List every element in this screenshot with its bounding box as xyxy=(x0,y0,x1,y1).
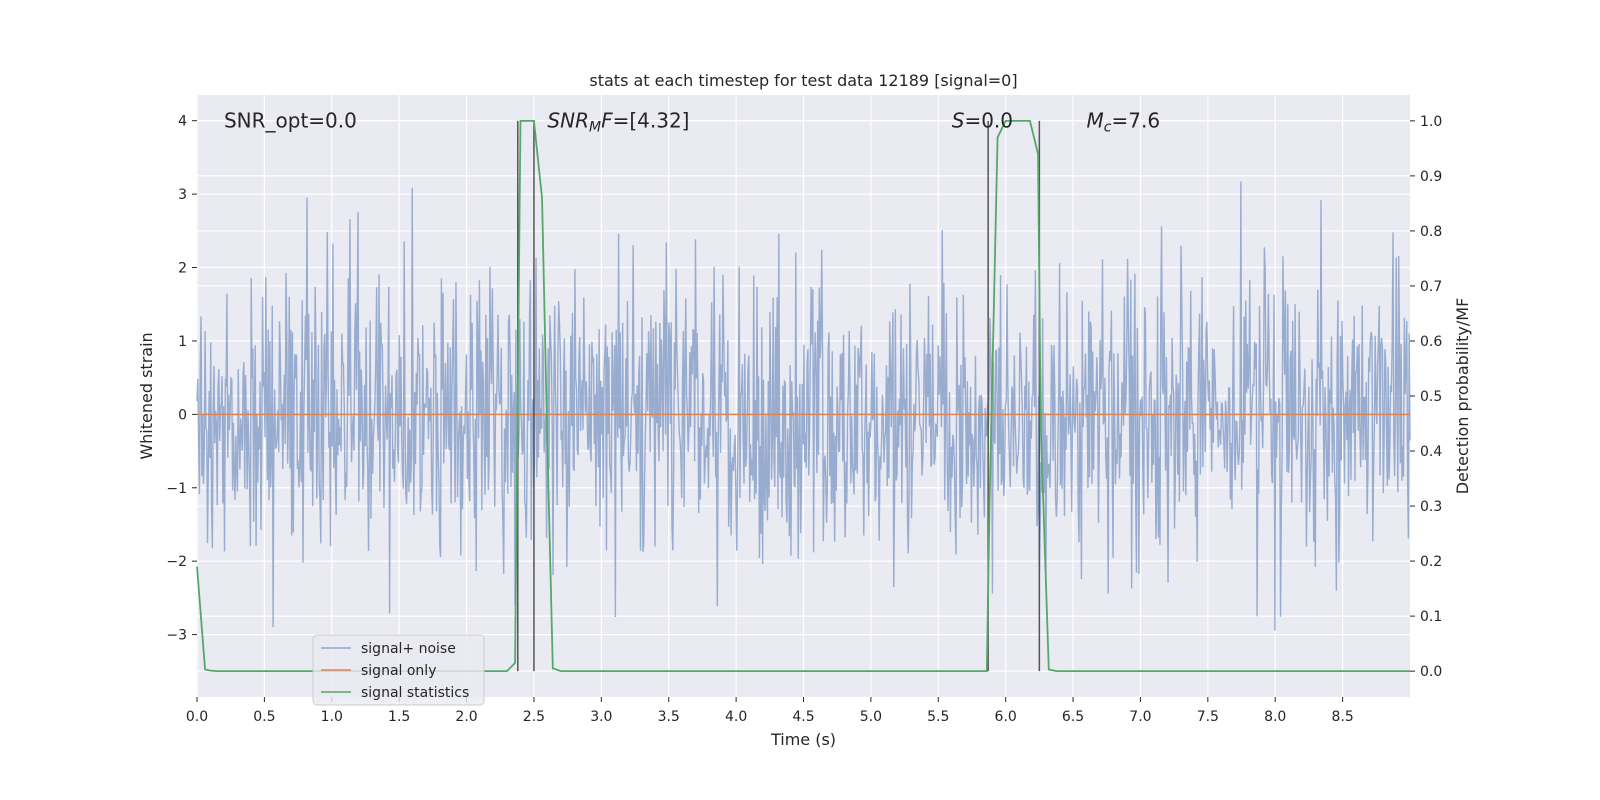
annotation-3: Mc=7.6 xyxy=(1087,109,1161,136)
x-tick-label: 2.5 xyxy=(523,709,545,725)
x-tick-label: 6.5 xyxy=(1062,709,1084,725)
legend-entry-signal-only: signal only xyxy=(361,663,436,679)
annotation-0: SNR_opt=0.0 xyxy=(224,109,357,133)
x-tick-label: 7.0 xyxy=(1129,709,1151,725)
y-axis-label: Whitened strain xyxy=(137,332,156,459)
x-tick-label: 8.5 xyxy=(1331,709,1353,725)
legend-entry-signal-statistics: signal statistics xyxy=(361,685,469,701)
x-tick-label: 0.0 xyxy=(186,709,208,725)
y2-tick-label: 0.8 xyxy=(1420,224,1442,240)
y-tick-label: −3 xyxy=(166,628,187,644)
x-tick-label: 6.0 xyxy=(995,709,1017,725)
x-tick-label: 3.5 xyxy=(658,709,680,725)
x-tick-label: 4.0 xyxy=(725,709,747,725)
y2-tick-label: 1.0 xyxy=(1420,114,1442,130)
chart-title: stats at each timestep for test data 121… xyxy=(589,71,1017,90)
annotation-2: S=0.0 xyxy=(952,109,1013,133)
x-tick-label: 0.5 xyxy=(253,709,275,725)
y-tick-label: 2 xyxy=(178,261,187,277)
legend: signal+ noise signal only signal statist… xyxy=(312,634,485,706)
x-tick-label: 5.5 xyxy=(927,709,949,725)
y-tick-label: 4 xyxy=(178,114,187,130)
y2-tick-label: 0.0 xyxy=(1420,664,1442,680)
annotation-1: SNRMF=[4.32] xyxy=(547,109,689,136)
y-tick-label: 1 xyxy=(178,334,187,350)
x-tick-label: 5.0 xyxy=(860,709,882,725)
x-tick-label: 8.0 xyxy=(1264,709,1286,725)
x-tick-label: 4.5 xyxy=(792,709,814,725)
y2-tick-label: 0.5 xyxy=(1420,389,1442,405)
x-tick-label: 1.5 xyxy=(388,709,410,725)
series-signal-plus-noise xyxy=(196,181,1411,631)
y2-tick-label: 0.7 xyxy=(1420,279,1442,295)
x-tick-label: 3.0 xyxy=(590,709,612,725)
y2-tick-label: 0.1 xyxy=(1420,609,1442,625)
y-tick-label: 3 xyxy=(178,187,187,203)
x-axis-label: Time (s) xyxy=(770,730,836,749)
y2-tick-label: 0.3 xyxy=(1420,499,1442,515)
x-tick-label: 2.0 xyxy=(455,709,477,725)
y2-axis-label: Detection probability/MF xyxy=(1453,298,1472,495)
y-tick-label: −1 xyxy=(166,481,187,497)
y2-tick-label: 0.4 xyxy=(1420,444,1442,460)
y-tick-label: −2 xyxy=(166,554,187,570)
x-tick-label: 7.5 xyxy=(1197,709,1219,725)
x-tick-label: 1.0 xyxy=(321,709,343,725)
y-tick-label: 0 xyxy=(178,407,187,423)
y2-tick-label: 0.9 xyxy=(1420,169,1442,185)
legend-entry-signal-plus-noise: signal+ noise xyxy=(361,641,456,657)
legend-box xyxy=(312,634,485,706)
y2-tick-label: 0.2 xyxy=(1420,554,1442,570)
y2-tick-label: 0.6 xyxy=(1420,334,1442,350)
signal-plus-noise-line xyxy=(196,181,1411,631)
